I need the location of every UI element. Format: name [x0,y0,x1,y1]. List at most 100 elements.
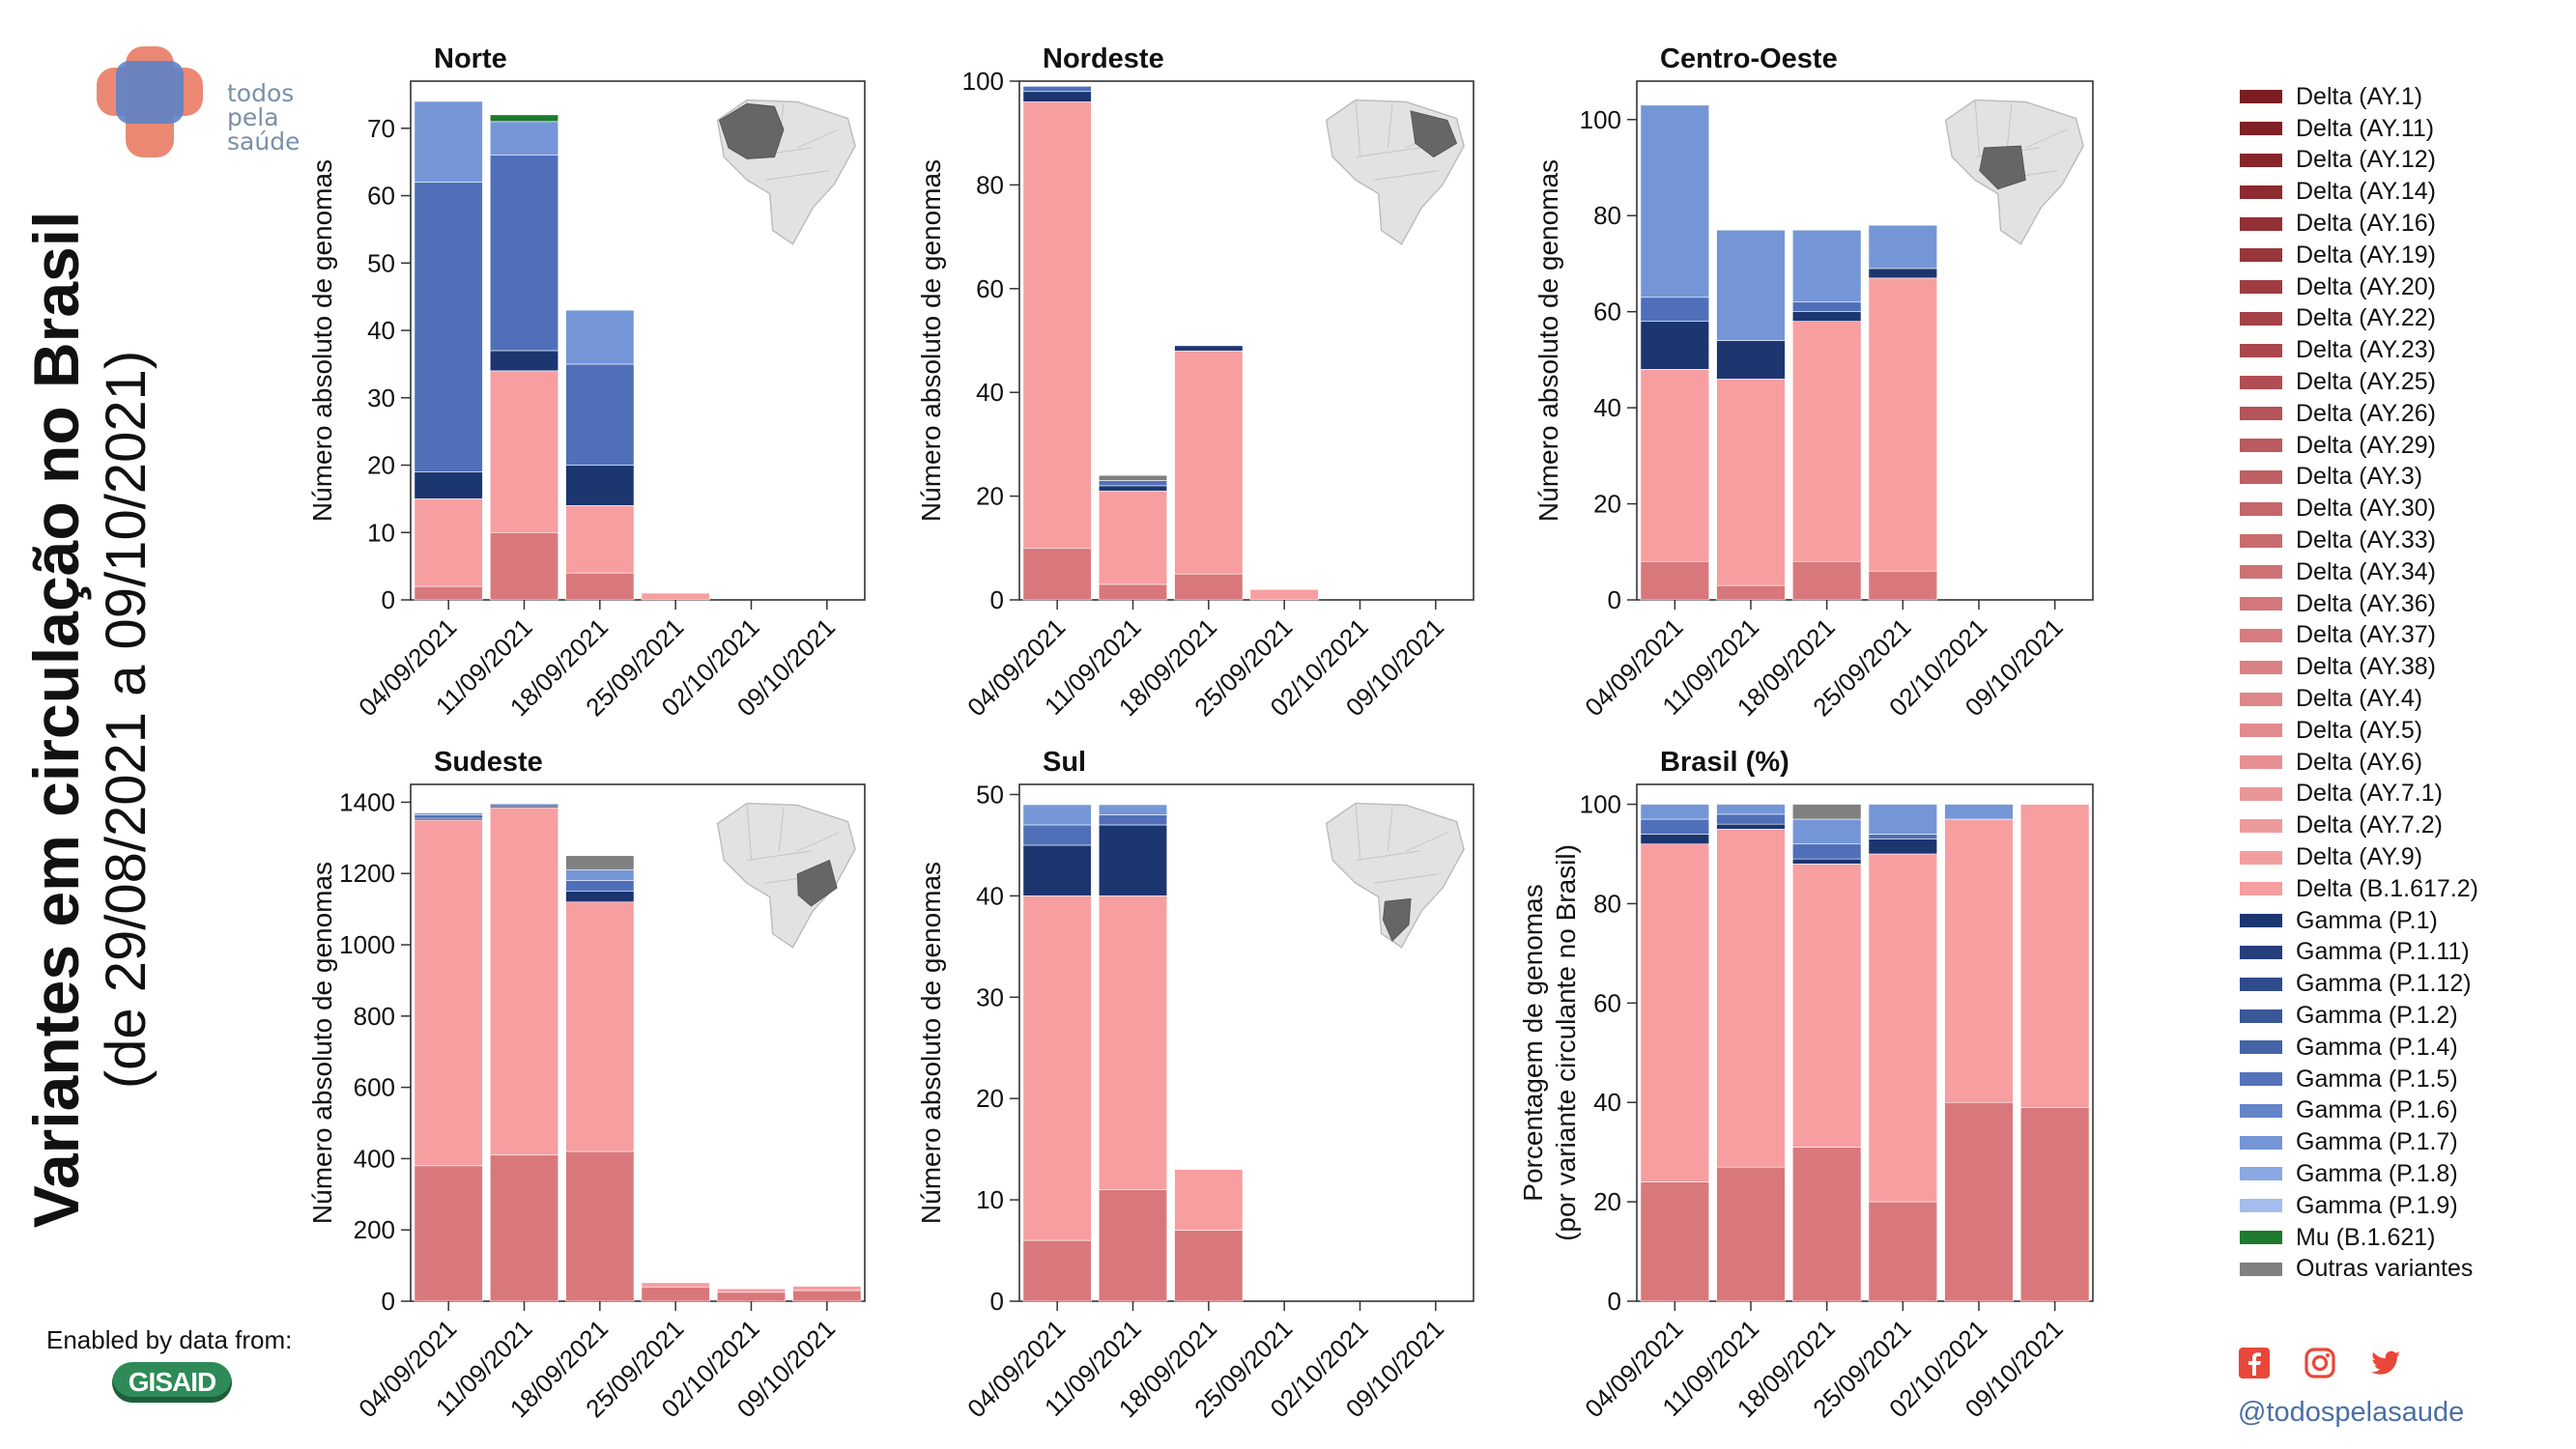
y-tick-label: 800 [354,1002,395,1031]
legend-swatch [2240,1167,2282,1181]
y-axis-label: Porcentagem de genomas [1518,884,1548,1201]
legend-item: Delta (AY.25) [2240,366,2559,398]
bar-segment [1791,321,1862,562]
y-axis-label-secondary: (por variante circulante no Brasil) [1551,844,1581,1241]
legend-swatch [2240,977,2282,991]
twitter-icon[interactable] [2369,1347,2402,1379]
bar-segment [1098,480,1168,487]
bar-segment [1716,340,1786,380]
legend-swatch [2240,185,2282,199]
bar-segment [1098,824,1168,896]
bar-segment [716,1292,787,1302]
facebook-icon[interactable] [2238,1347,2271,1379]
legend-item: Delta (AY.30) [2240,493,2559,525]
legend-swatch [2240,786,2282,801]
legend-item: Delta (AY.12) [2240,145,2559,177]
bar-segment [1098,804,1168,815]
legend-swatch [2240,914,2282,928]
instagram-icon[interactable] [2304,1347,2336,1379]
legend-swatch [2240,724,2282,738]
bar-segment [565,901,635,1152]
legend-label: Outras variantes [2296,1255,2474,1283]
y-tick-label: 40 [1593,1088,1621,1117]
state-border [1974,99,1981,157]
state-border [1387,807,1393,852]
bar-segment [1022,101,1092,549]
y-tick-label: 40 [976,378,1004,407]
legend-item: Gamma (P.1.5) [2240,1064,2559,1095]
bar-segment [565,505,635,574]
bar-segment [489,114,559,123]
legend-swatch [2240,1103,2282,1118]
legend-swatch [2240,1040,2282,1055]
bar-segment [1868,224,1938,270]
legend-label: Delta (AY.12) [2296,146,2436,174]
legend-label: Delta (AY.6) [2296,748,2423,776]
chart-title: Sul [1043,747,1086,778]
region-highlight [1979,145,2026,190]
legend-item: Delta (AY.36) [2240,588,2559,620]
bar-segment [1022,86,1092,93]
legend-swatch [2240,597,2282,611]
chart-title: Sudeste [434,747,543,778]
y-axis-label: Número absoluto de genomas [307,159,337,522]
bar-segment [489,1154,559,1302]
social-links [2238,1347,2489,1385]
legend-label: Delta (B.1.617.2) [2296,874,2478,902]
bar-segment [1640,804,1710,820]
state-border [746,850,812,861]
bar-segment [414,100,483,183]
legend-label: Delta (AY.1) [2296,82,2423,110]
legend-label: Delta (AY.25) [2296,368,2436,396]
legend-swatch [2240,755,2282,770]
legend-swatch [2240,469,2282,484]
legend-item: Delta (AY.19) [2240,240,2559,271]
legend-label: Gamma (P.1.6) [2296,1096,2458,1124]
bar-segment [565,363,635,466]
state-border [1406,832,1448,852]
bar-segment [1098,895,1168,1190]
bar-segment [641,592,710,601]
legend-swatch [2240,660,2282,674]
social-handle[interactable]: @todospelasaude [2238,1397,2465,1428]
state-border [764,170,830,181]
legend-label: Gamma (P.1.7) [2296,1128,2458,1156]
legend-swatch [2240,153,2282,167]
y-tick-label: 60 [1593,298,1621,327]
bar-segment [565,1151,635,1302]
legend-swatch [2240,533,2282,548]
bar-segment [489,155,559,352]
bar-segment [1716,828,1786,1168]
brazil-map-icon [1944,99,2084,245]
chart-title: Centro-Oeste [1660,43,1838,74]
bar-segment [565,465,635,506]
legend: Delta (AY.1) Delta (AY.11) Delta (AY.12) De… [2240,81,2559,1285]
y-tick-label: 60 [1593,988,1621,1017]
gisaid-logo[interactable]: GISAID [112,1362,232,1403]
bar-segment [414,819,483,1167]
bar-segment [1640,369,1710,562]
y-tick-label: 20 [367,451,395,480]
region-highlight [1383,897,1412,942]
bar-segment [1174,350,1244,575]
bar-segment [1174,1169,1244,1231]
legend-label: Delta (AY.38) [2296,653,2436,681]
chart-panel: Sul 0 10 20 30 40 50 Número absoluto de genomas… [916,747,1474,1423]
bar-segment [1868,853,1938,1203]
legend-label: Delta (AY.29) [2296,431,2436,459]
legend-swatch [2240,90,2282,104]
legend-item: Delta (AY.38) [2240,651,2559,683]
legend-swatch [2240,439,2282,453]
legend-swatch [2240,248,2282,263]
legend-item: Delta (AY.16) [2240,208,2559,240]
todos-pela-saude-logo [97,46,203,157]
state-border [1387,103,1393,149]
legend-item: Gamma (P.1.4) [2240,1032,2559,1064]
bar-segment [489,807,559,1156]
y-tick-label: 60 [976,274,1004,303]
bar-segment [1868,268,1938,279]
legend-label: Delta (AY.26) [2296,399,2436,427]
bar-segment [414,1165,483,1302]
bar-segment [1944,818,2014,1103]
bar-segment [1640,818,1710,835]
